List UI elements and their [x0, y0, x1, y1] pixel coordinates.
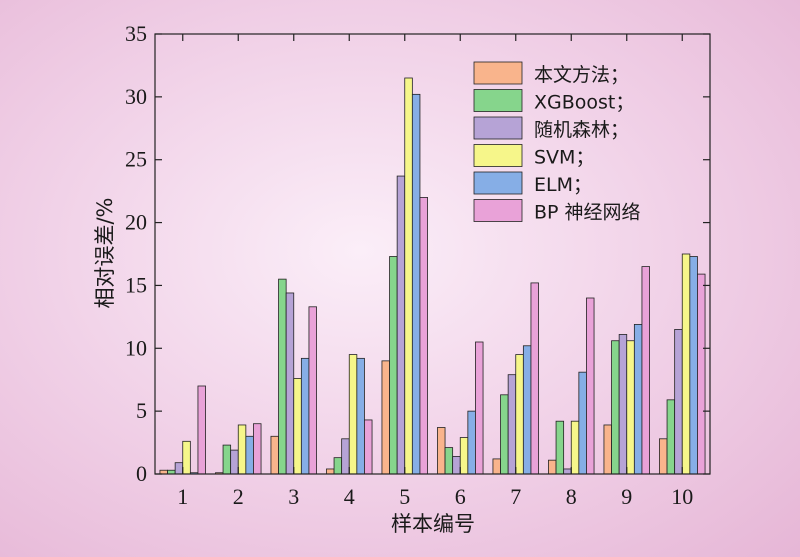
y-tick-label: 25 — [125, 147, 147, 172]
bar-s1-c7 — [492, 458, 501, 475]
x-tick-label: 7 — [510, 484, 521, 509]
x-tick-label: 8 — [566, 484, 577, 509]
bar-s5-c10 — [689, 256, 698, 475]
bar-s6-c4 — [364, 419, 373, 475]
bar-s5-c9 — [633, 323, 643, 475]
x-tick-label: 6 — [455, 484, 466, 509]
bar-s4-c10 — [681, 253, 691, 475]
bar-s6-c8 — [586, 297, 595, 475]
legend-swatch-6 — [473, 199, 523, 222]
legend-swatch-3 — [473, 116, 523, 140]
legend: 本文方法； XGBoost； 随机森林； SVM； ELM； BP 神经网络 — [473, 61, 641, 224]
bar-s3-c9 — [618, 334, 628, 475]
bar-s4-c5 — [404, 77, 413, 475]
bar-s6-c5 — [419, 197, 428, 475]
x-tick-label: 5 — [399, 484, 410, 509]
bar-s2-c4 — [333, 457, 343, 475]
bar-s5-c4 — [356, 357, 365, 475]
bars-layer — [159, 77, 706, 475]
bar-s2-c9 — [611, 340, 620, 475]
bar-s5-c7 — [522, 345, 532, 475]
y-tick-label: 0 — [136, 461, 147, 486]
x-tick-label: 4 — [344, 484, 355, 509]
bar-s5-c6 — [467, 410, 476, 475]
bar-s4-c7 — [515, 354, 524, 475]
bar-s1-c8 — [548, 459, 557, 475]
bar-s4-c1 — [182, 440, 191, 475]
bar-s1-c6 — [437, 427, 446, 475]
legend-swatch-1 — [473, 61, 523, 85]
legend-label-3: 随机森林； — [534, 119, 629, 141]
bar-s1-c4 — [326, 468, 335, 475]
bar-s2-c6 — [444, 447, 454, 475]
bar-s2-c7 — [500, 394, 509, 475]
bar-s3-c5 — [396, 175, 406, 475]
y-tick-label: 35 — [125, 21, 147, 46]
y-tick-label: 30 — [125, 84, 147, 109]
bar-s6-c9 — [641, 266, 650, 475]
bar-s2-c10 — [666, 399, 676, 475]
bar-s3-c4 — [341, 438, 350, 475]
bar-s2-c2 — [222, 444, 232, 475]
x-tick-label: 10 — [671, 484, 693, 509]
bar-s2-c3 — [278, 278, 287, 475]
legend-label-5: ELM； — [534, 174, 592, 196]
legend-label-4: SVM； — [534, 147, 594, 169]
bar-s6-c2 — [253, 423, 262, 475]
bar-s5-c2 — [245, 435, 254, 475]
x-tick-label: 3 — [288, 484, 299, 509]
bar-s1-c9 — [603, 424, 612, 475]
bar-s4-c2 — [237, 424, 247, 475]
bar-s5-c3 — [300, 357, 310, 475]
legend-swatch-5 — [473, 171, 523, 195]
axes-layer: 0 5 10 15 20 25 30 35 1 2 3 4 5 6 7 8 9 10 — [125, 21, 711, 509]
y-tick-label: 5 — [136, 398, 147, 423]
y-tick-label: 20 — [125, 210, 147, 235]
legend-swatch-4 — [473, 144, 523, 167]
y-tick-label: 15 — [125, 272, 147, 297]
y-tick-label: 10 — [125, 335, 147, 360]
bar-s6-c3 — [308, 306, 317, 475]
plot-frame — [154, 33, 711, 475]
y-axis-label: 相对误差/% — [93, 197, 117, 308]
bar-s3-c8 — [563, 468, 572, 475]
x-tick-label: 2 — [233, 484, 244, 509]
x-tick-label: 1 — [177, 484, 188, 509]
bar-s3-c10 — [674, 329, 683, 475]
bar-s3-c7 — [507, 374, 517, 475]
bar-s1-c3 — [270, 435, 279, 475]
bar-s3-c2 — [230, 449, 239, 475]
bar-s2-c8 — [555, 420, 565, 475]
bar-s2-c5 — [389, 256, 398, 475]
bar-s6-c7 — [530, 282, 539, 475]
legend-label-6: BP 神经网络 — [534, 202, 641, 224]
bar-s6-c6 — [475, 341, 484, 475]
legend-swatch-2 — [473, 89, 523, 112]
bar-s4-c3 — [293, 378, 302, 475]
bar-s3-c1 — [174, 462, 184, 475]
bar-s3-c3 — [285, 292, 295, 475]
x-axis-label: 样本编号 — [391, 512, 475, 536]
bar-s1-c10 — [659, 438, 668, 475]
bar-s1-c5 — [381, 360, 390, 475]
bar-s3-c6 — [452, 455, 461, 475]
bar-s6-c1 — [197, 385, 206, 475]
bar-s4-c9 — [626, 340, 635, 475]
legend-label-2: XGBoost； — [534, 92, 634, 114]
bar-s4-c6 — [459, 437, 469, 475]
bar-s6-c10 — [697, 273, 706, 475]
bar-s4-c4 — [348, 354, 358, 475]
bar-s5-c8 — [578, 371, 587, 475]
legend-label-1: 本文方法； — [534, 64, 629, 86]
bar-s4-c8 — [570, 420, 580, 475]
x-tick-label: 9 — [621, 484, 632, 509]
bar-s5-c5 — [411, 93, 421, 475]
